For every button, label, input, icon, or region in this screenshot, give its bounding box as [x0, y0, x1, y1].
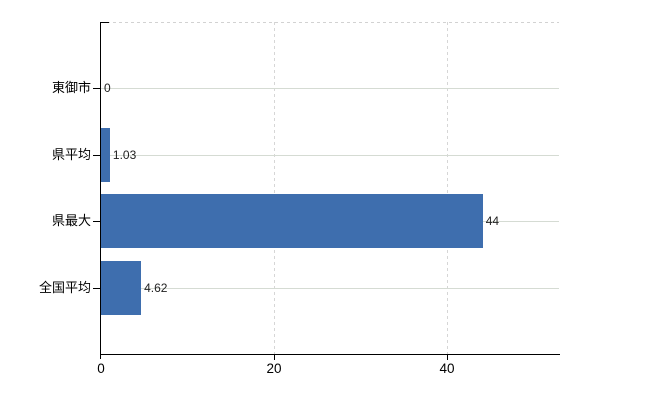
category-label: 県最大: [51, 213, 91, 228]
gridline-vertical: [447, 22, 448, 354]
y-axis-line: [100, 22, 101, 359]
gridline-horizontal: [101, 288, 559, 289]
y-axis-tick: [93, 88, 100, 89]
y-axis-top-cap: [100, 22, 109, 23]
category-label: 東御市: [51, 80, 91, 95]
bar: [101, 261, 142, 315]
bar-value-label: 0: [104, 81, 111, 95]
gridline-horizontal: [101, 155, 559, 156]
category-label: 全国平均: [38, 280, 91, 295]
bar-value-label: 44: [485, 214, 500, 228]
y-axis-tick: [93, 288, 100, 289]
bar-value-label: 1.03: [112, 148, 137, 162]
x-axis-tick: [447, 354, 448, 360]
x-axis-tick: [274, 354, 275, 360]
gridline-vertical: [274, 22, 275, 354]
x-axis-tick-label: 40: [439, 361, 455, 376]
x-axis-line: [100, 354, 560, 355]
y-axis-tick: [93, 221, 100, 222]
bar: [101, 194, 483, 248]
x-axis-tick-label: 0: [97, 361, 105, 376]
gridline-horizontal: [101, 88, 559, 89]
y-axis-tick: [93, 155, 100, 156]
bar-value-label: 4.62: [144, 281, 168, 295]
x-axis-tick-label: 20: [266, 361, 282, 376]
category-label: 県平均: [51, 147, 91, 162]
bar: [101, 128, 110, 182]
plot-top-border: [101, 22, 559, 23]
